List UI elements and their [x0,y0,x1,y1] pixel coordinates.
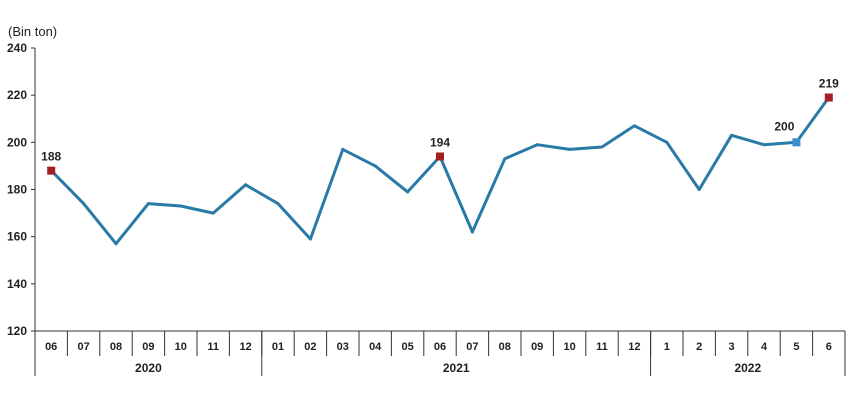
data-point [341,147,345,151]
data-marker [792,138,801,147]
x-tick-label: 07 [466,341,478,353]
x-tick-label: 06 [434,341,446,353]
year-label: 2021 [443,361,470,375]
data-marker [824,93,833,102]
y-tick-label: 160 [7,230,27,244]
y-tick-label: 240 [7,41,27,55]
data-point [697,188,701,191]
series-group [49,96,831,246]
data-point [146,202,150,206]
data-labels: 188 194 200 219 [41,77,839,175]
data-point [179,204,183,208]
x-tick-label: 12 [239,341,251,353]
y-tick-label: 220 [7,88,27,102]
x-tick-label: 10 [175,341,187,353]
data-point [730,133,734,137]
x-tick-label: 10 [563,341,575,353]
y-tick-label: 180 [7,183,27,197]
x-tick-label: 11 [596,341,608,353]
x-tick-label: 4 [761,341,768,353]
data-point [82,202,86,206]
x-tick-label: 1 [664,341,670,353]
x-tick-label: 09 [142,341,154,353]
x-tick-label: 02 [304,341,316,353]
data-marker [436,152,444,161]
year-label: 2022 [734,361,761,375]
x-tick-label: 08 [499,341,511,353]
data-point [600,145,604,149]
data-marker [47,166,56,175]
data-label: 200 [774,119,794,133]
year-groups: 2020 2021 2022 [135,331,846,376]
x-tick-label: 3 [729,341,735,353]
data-point [470,230,474,234]
data-point [244,183,248,187]
year-label: 2020 [135,361,162,375]
data-point [503,157,507,161]
x-tick-label: 09 [531,341,543,353]
data-point [632,124,636,128]
data-point [114,242,118,246]
data-point [211,211,215,215]
data-point [535,143,539,147]
data-point [308,237,312,241]
x-tick-label: 08 [110,341,122,353]
x-tick-label: 06 [45,341,57,353]
y-tick-label: 120 [7,324,27,338]
axes [34,48,845,376]
data-point [568,147,572,151]
x-tick-label: 12 [628,341,640,353]
x-tick-label: 04 [369,341,382,353]
data-point [373,164,377,168]
data-point [665,140,669,144]
data-label: 219 [819,77,839,91]
x-tick-label: 05 [401,341,413,353]
x-tick-label: 6 [826,341,832,353]
series-line [50,96,831,246]
y-tick-label: 200 [7,135,27,149]
data-point [762,143,766,147]
x-tick-label: 2 [696,341,702,353]
x-tick-label: 07 [77,341,89,353]
y-axis-ticks: 120 140 160 180 200 220 240 [7,41,35,338]
data-point [406,190,410,194]
x-tick-label: 5 [793,341,799,353]
y-axis-unit-label: (Bin ton) [8,24,57,39]
data-label: 194 [430,135,450,149]
y-tick-label: 140 [7,277,27,291]
x-axis-ticks: 06 07 08 09 10 11 12 01 02 03 04 05 06 07 08 09 10 11 12 1 2… [34,331,846,356]
x-tick-label: 11 [207,341,219,353]
data-label: 188 [41,150,61,164]
data-point [276,202,280,206]
x-tick-label: 01 [272,341,284,353]
x-tick-label: 03 [337,341,349,353]
